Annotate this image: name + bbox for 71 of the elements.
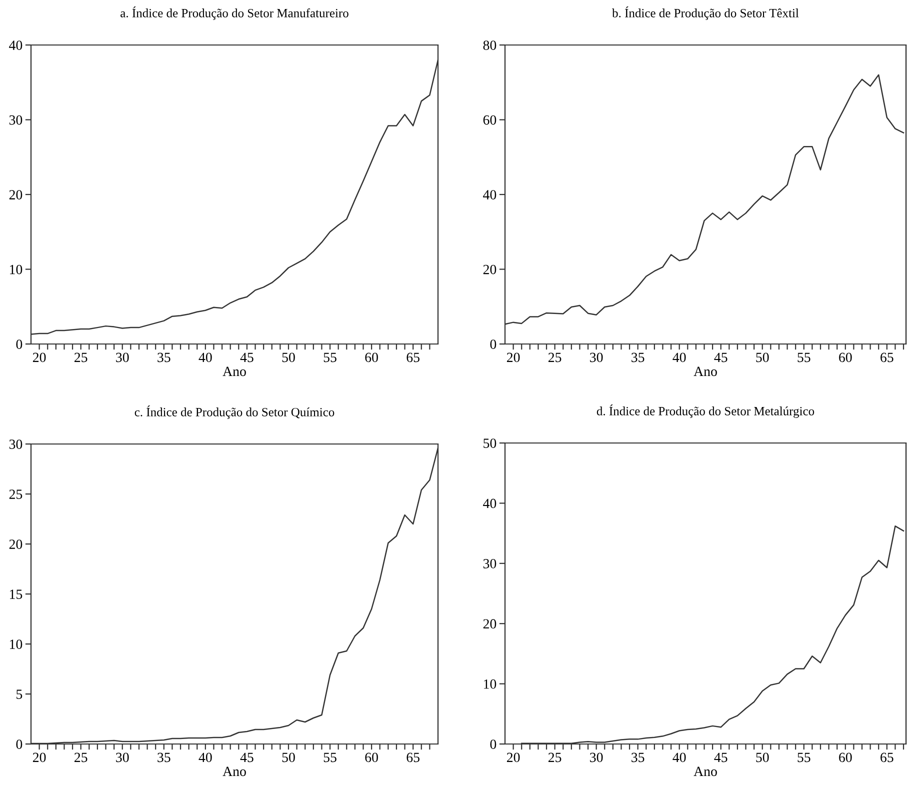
x-tick-label: 20	[32, 752, 46, 762]
x-tick-label: 30	[116, 352, 129, 362]
x-tick-label: 50	[756, 352, 769, 362]
y-tick-label: 0	[16, 340, 22, 349]
x-tick-label: 25	[548, 352, 562, 362]
x-tick-label: 65	[406, 752, 420, 762]
x-tick-label: 55	[324, 752, 336, 762]
y-tick-label: 30	[9, 440, 22, 449]
x-tick-label: 25	[548, 752, 562, 762]
x-axis-title: Ano	[694, 766, 717, 776]
x-tick-label: 65	[880, 352, 894, 362]
x-tick-label: 20	[32, 352, 46, 362]
x-tick-label: 25	[74, 752, 88, 762]
x-tick-label: 50	[756, 752, 769, 762]
chart-title: b. Índice de Produção do Setor Têxtil	[612, 6, 799, 20]
x-tick-label: 25	[74, 352, 88, 362]
x-tick-label: 40	[198, 352, 212, 362]
y-tick-label: 20	[483, 619, 496, 629]
x-tick-label: 60	[365, 752, 378, 762]
y-tick-label: 20	[9, 190, 22, 200]
x-tick-label: 35	[632, 352, 644, 362]
y-tick-label: 30	[9, 115, 22, 125]
x-tick-label: 45	[240, 352, 254, 362]
x-tick-label: 65	[406, 352, 420, 362]
x-tick-label: 55	[324, 352, 336, 362]
x-tick-label: 20	[506, 752, 520, 762]
x-tick-label: 45	[714, 352, 728, 362]
x-tick-label: 30	[116, 752, 129, 762]
x-tick-label: 50	[282, 352, 295, 362]
x-axis-title: Ano	[222, 766, 246, 776]
x-tick-label: 65	[880, 752, 894, 762]
y-tick-label: 25	[9, 490, 22, 499]
y-tick-label: 80	[483, 40, 496, 50]
x-tick-label: 60	[365, 352, 378, 362]
x-tick-label: 50	[282, 752, 295, 762]
y-tick-label: 60	[483, 115, 496, 125]
y-tick-label: 0	[490, 740, 496, 749]
x-tick-label: 40	[672, 752, 686, 762]
y-tick-label: 50	[484, 438, 496, 448]
y-tick-label: 20	[483, 264, 496, 274]
y-tick-label: 20	[9, 540, 22, 549]
x-tick-label: 45	[240, 752, 254, 762]
y-tick-label: 15	[10, 590, 22, 599]
y-tick-label: 40	[9, 40, 22, 50]
x-tick-label: 40	[672, 352, 686, 362]
x-tick-label: 30	[590, 352, 603, 362]
x-tick-label: 45	[714, 752, 728, 762]
y-tick-label: 5	[16, 690, 22, 699]
y-tick-label: 0	[490, 340, 496, 349]
y-tick-label: 10	[484, 679, 496, 689]
y-tick-label: 10	[10, 264, 22, 274]
x-tick-label: 60	[839, 752, 852, 762]
x-tick-label: 35	[632, 752, 644, 762]
chart-title: d. Índice de Produção do Setor Metalúrgico	[596, 404, 814, 418]
x-axis-title: Ano	[222, 366, 246, 376]
x-tick-label: 30	[590, 752, 603, 762]
y-tick-label: 0	[16, 740, 22, 749]
x-tick-label: 55	[798, 352, 810, 362]
x-tick-label: 35	[158, 752, 170, 762]
x-tick-label: 55	[798, 752, 810, 762]
x-tick-label: 35	[158, 352, 170, 362]
x-axis-title: Ano	[694, 366, 717, 376]
x-tick-label: 20	[506, 352, 520, 362]
y-tick-label: 30	[483, 558, 496, 568]
y-tick-label: 40	[483, 190, 496, 200]
chart-title: a. Índice de Produção do Setor Manufatureiro	[120, 6, 348, 20]
y-tick-label: 40	[483, 498, 496, 508]
x-tick-label: 60	[839, 352, 852, 362]
x-tick-label: 40	[198, 752, 212, 762]
y-tick-label: 10	[10, 640, 22, 649]
chart-title: c. Índice de Produção do Setor Químico	[134, 406, 334, 419]
